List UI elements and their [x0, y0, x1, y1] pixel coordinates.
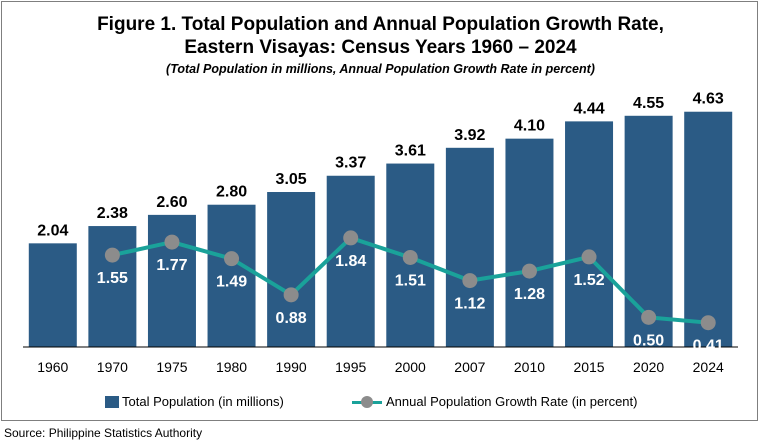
x-tick-label: 2000 [395, 359, 426, 375]
population-bar [624, 115, 673, 348]
x-tick-label: 1995 [335, 359, 366, 375]
bar-value-label: 4.44 [573, 100, 604, 117]
growth-rate-point [224, 251, 240, 267]
chart-title-line2: Eastern Visayas: Census Years 1960 – 202… [184, 37, 577, 58]
population-bar [565, 121, 614, 347]
bar-value-label: 4.55 [633, 95, 664, 112]
bar-value-label: 3.61 [395, 143, 426, 160]
growth-rate-label: 1.12 [454, 296, 485, 313]
growth-rate-label: 1.28 [514, 286, 545, 303]
chart-subtitle: (Total Population in millions, Annual Po… [166, 62, 595, 76]
legend: Total Population (in millions) Annual Po… [0, 392, 761, 412]
legend-line-label: Annual Population Growth Rate (in percen… [386, 394, 638, 409]
bar-value-label: 4.63 [693, 91, 724, 108]
legend-line-marker [361, 396, 373, 408]
growth-rate-label: 1.49 [216, 274, 247, 291]
bar-value-label: 2.04 [37, 222, 68, 239]
bar-value-label: 4.10 [514, 118, 545, 135]
bar-value-label: 2.60 [156, 194, 187, 211]
growth-rate-point [402, 249, 418, 265]
bar-value-label: 2.38 [97, 205, 128, 222]
growth-rate-label: 0.50 [633, 332, 664, 349]
growth-rate-label: 1.52 [573, 272, 604, 289]
growth-rate-label: 1.51 [395, 272, 426, 289]
x-tick-label: 2010 [514, 359, 545, 375]
growth-rate-point [462, 273, 478, 289]
x-tick-label: 1960 [37, 359, 68, 375]
x-tick-label: 1970 [97, 359, 128, 375]
bar-value-label: 3.05 [276, 171, 307, 188]
x-tick-label: 1980 [216, 359, 247, 375]
population-bar [684, 111, 733, 348]
growth-rate-label: 1.84 [335, 253, 366, 270]
growth-rate-point [581, 249, 597, 265]
x-tick-label: 2024 [693, 359, 724, 375]
population-bar [207, 204, 256, 347]
population-bar [267, 192, 316, 347]
bar-value-label: 2.80 [216, 184, 247, 201]
growth-rate-label: 1.55 [97, 270, 128, 287]
population-bar [505, 138, 554, 347]
source-note: Source: Philippine Statistics Authority [4, 426, 203, 440]
growth-rate-point [521, 263, 537, 279]
growth-rate-point [700, 315, 716, 331]
legend-bar-label: Total Population (in millions) [122, 394, 284, 409]
x-tick-label: 1975 [156, 359, 187, 375]
bar-value-label: 3.37 [335, 155, 366, 172]
growth-rate-point [641, 309, 657, 325]
population-bar [445, 147, 494, 347]
x-tick-label: 1990 [276, 359, 307, 375]
x-tick-label: 2007 [454, 359, 485, 375]
x-tick-label: 2020 [633, 359, 664, 375]
legend-bar-swatch [105, 396, 119, 408]
x-tick-label: 2015 [573, 359, 604, 375]
population-bar [28, 243, 77, 347]
growth-rate-point [104, 247, 120, 263]
chart-title-line1: Figure 1. Total Population and Annual Po… [97, 14, 664, 35]
growth-rate-label: 0.88 [276, 310, 307, 327]
population-bar [326, 175, 375, 347]
bar-value-label: 3.92 [454, 127, 485, 144]
growth-rate-point [283, 287, 299, 303]
growth-rate-label: 1.77 [156, 257, 187, 274]
growth-rate-label: 0.41 [693, 338, 724, 355]
population-bar [88, 226, 137, 347]
growth-rate-point [343, 230, 359, 246]
growth-rate-point [164, 234, 180, 250]
